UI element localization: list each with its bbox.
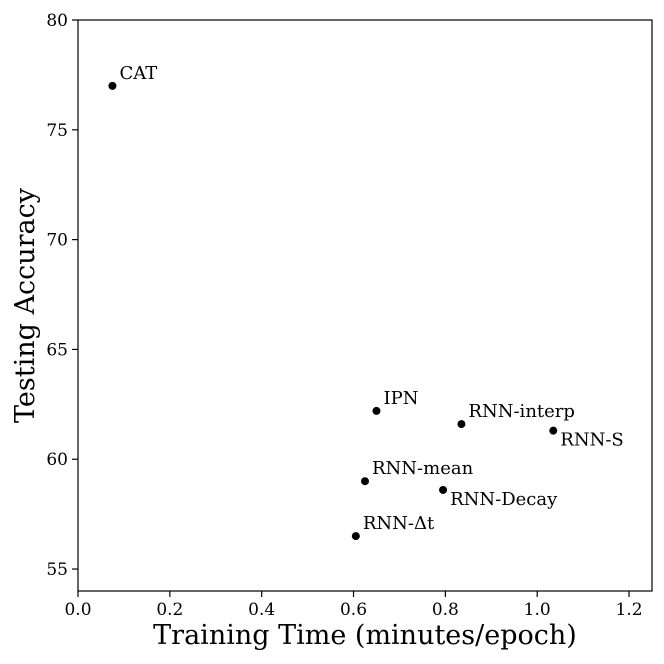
data-point xyxy=(351,532,360,541)
data-point xyxy=(108,81,117,90)
y-axis-title: Testing Accuracy xyxy=(10,187,41,423)
data-point-label: RNN-mean xyxy=(372,458,474,479)
data-point xyxy=(372,406,381,415)
data-point xyxy=(457,420,466,429)
data-point-label: RNN-Decay xyxy=(450,489,558,510)
y-tick-label: 75 xyxy=(46,121,68,141)
x-tick-label: 1.2 xyxy=(616,600,643,620)
data-points: CAT IPN RNN-interp RNN-S RNN-mean RNN-Decay RN… xyxy=(108,63,624,541)
x-tick-label: 0.2 xyxy=(156,600,183,620)
data-point xyxy=(439,485,448,494)
data-point xyxy=(549,426,558,435)
data-point xyxy=(361,477,369,486)
data-point-label: IPN xyxy=(383,388,418,409)
x-tick-label: 0.6 xyxy=(340,600,367,620)
y-tick-label: 80 xyxy=(46,11,68,31)
y-tick-label: 60 xyxy=(46,450,68,470)
data-point-label: RNN-Δt xyxy=(363,513,435,534)
data-point-label: CAT xyxy=(119,63,157,84)
y-axis-ticks: 55 60 65 70 75 80 xyxy=(46,11,78,580)
y-tick-label: 55 xyxy=(46,560,68,580)
x-axis-title: Training Time (minutes/epoch) xyxy=(153,620,577,651)
x-tick-label: 0.0 xyxy=(64,600,91,620)
y-tick-label: 65 xyxy=(46,340,68,360)
x-axis-ticks: 0.0 0.2 0.4 0.6 0.8 1.0 1.2 xyxy=(64,591,643,620)
x-tick-label: 0.8 xyxy=(432,600,459,620)
y-tick-label: 70 xyxy=(46,231,68,251)
data-point-label: RNN-interp xyxy=(468,401,575,422)
plot-frame xyxy=(77,19,653,592)
x-tick-label: 1.0 xyxy=(524,600,551,620)
x-tick-label: 0.4 xyxy=(248,600,275,620)
data-point-label: RNN-S xyxy=(560,430,623,451)
